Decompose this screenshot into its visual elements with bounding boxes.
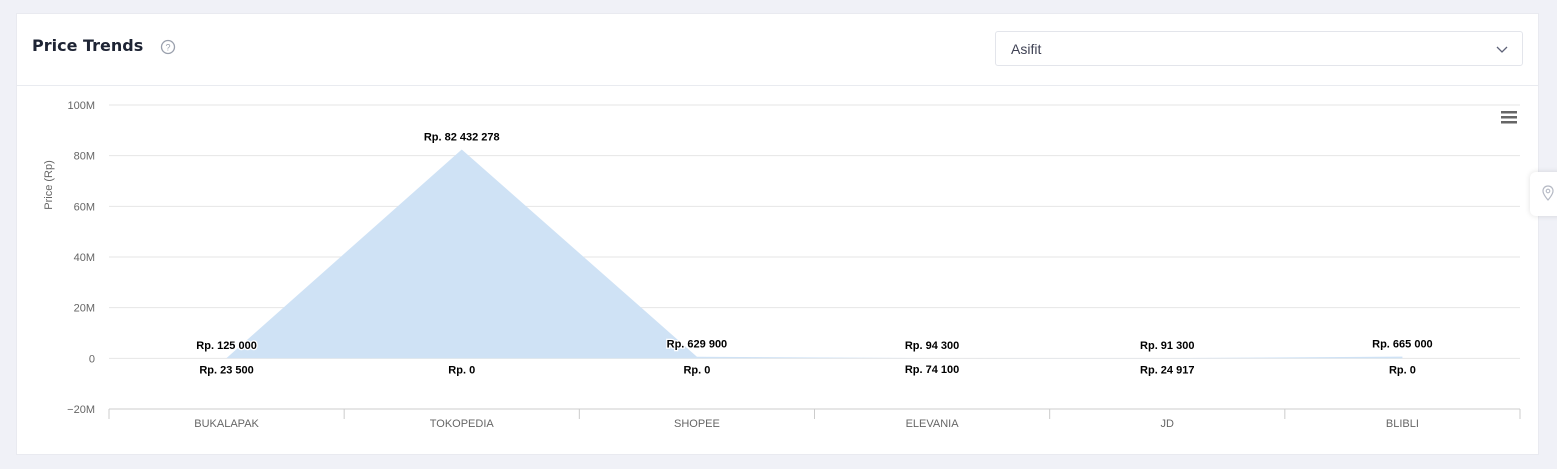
question-circle-icon[interactable]: ? — [160, 39, 176, 55]
x-tick-label: ELEVANIA — [906, 418, 960, 430]
location-pin-icon — [1542, 185, 1554, 201]
area-range-fill — [226, 149, 1403, 359]
low-data-label: Rp. 23 500 — [199, 364, 253, 376]
x-tick-label: SHOPEE — [674, 418, 720, 430]
svg-text:?: ? — [165, 43, 170, 53]
page-title: Price Trends — [32, 36, 144, 55]
low-data-label: Rp. 0 — [1389, 364, 1416, 376]
x-tick-label: JD — [1161, 418, 1175, 430]
y-axis: 100M 80M 60M 40M 20M 0 −20M — [67, 100, 95, 416]
price-trends-card: Price Trends ? Asifit 100M 80M 60M 40M 20M 0 −… — [16, 13, 1539, 455]
chevron-down-icon — [1496, 46, 1508, 53]
y-tick-label: 40M — [74, 252, 95, 264]
low-data-label: Rp. 74 100 — [905, 364, 959, 376]
high-data-label: Rp. 91 300 — [1140, 340, 1194, 352]
x-tick-label: TOKOPEDIA — [430, 418, 495, 430]
side-location-tab[interactable] — [1530, 172, 1557, 216]
y-tick-label: 60M — [74, 201, 95, 213]
y-tick-label: −20M — [67, 404, 95, 416]
high-data-label: Rp. 82 432 278 — [424, 132, 500, 144]
x-tick-label: BUKALAPAK — [194, 418, 259, 430]
high-data-label: Rp. 629 900 — [667, 339, 728, 351]
x-axis: BUKALAPAK TOKOPEDIA SHOPEE ELEVANIA JD BLIBLI — [108, 408, 1521, 430]
y-axis-title: Price (Rp) — [43, 160, 55, 210]
low-data-label: Rp. 0 — [448, 364, 475, 376]
price-trends-chart: 100M 80M 60M 40M 20M 0 −20M BUKALAPAK TOKOPEDIA… — [43, 100, 1521, 430]
y-tick-label: 100M — [67, 100, 95, 112]
y-tick-label: 20M — [74, 303, 95, 315]
low-data-label: Rp. 24 917 — [1140, 364, 1194, 376]
product-select[interactable]: Asifit — [995, 31, 1523, 66]
high-data-label: Rp. 665 000 — [1372, 339, 1433, 351]
high-data-label: Rp. 94 300 — [905, 340, 959, 352]
low-data-label: Rp. 0 — [683, 364, 710, 376]
product-select-value: Asifit — [1011, 41, 1042, 57]
card-header: Price Trends ? Asifit — [17, 14, 1538, 86]
y-tick-label: 80M — [74, 151, 95, 163]
high-data-label: Rp. 125 000 — [196, 340, 257, 352]
area-range-series — [226, 149, 1403, 359]
hamburger-menu-icon[interactable] — [1501, 111, 1517, 124]
data-labels: Rp. 125 000 Rp. 23 500 Rp. 82 432 278 Rp. 0… — [195, 130, 1434, 377]
y-tick-label: 0 — [89, 353, 95, 365]
x-tick-label: BLIBLI — [1386, 418, 1419, 430]
